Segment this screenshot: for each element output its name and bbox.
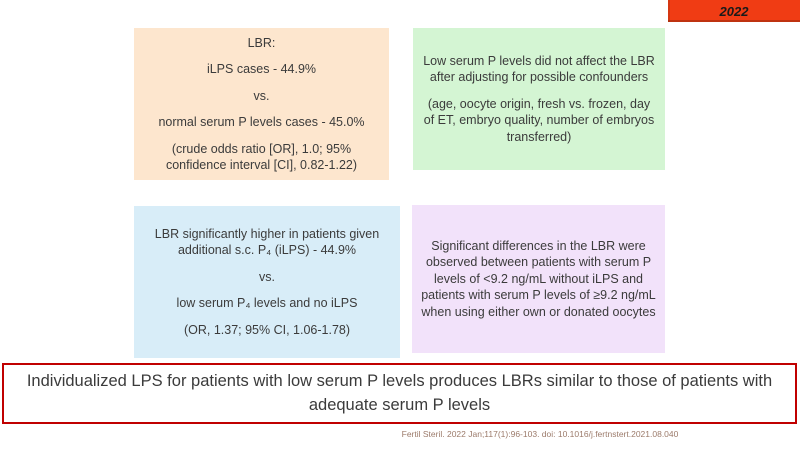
ilps-comparison: low serum P₄ levels and no iLPS (176, 296, 358, 311)
citation: Fertil Steril. 2022 Jan;117(1):96-103. d… (401, 429, 679, 439)
ilps-vs: vs. (259, 269, 275, 284)
confounders-statement: Low serum P levels did not affect the LB… (423, 53, 655, 85)
lbr-vs: vs. (253, 88, 270, 103)
result-box-ilps: LBR significantly higher in patients giv… (134, 206, 400, 358)
confounders-list: (age, oocyte origin, fresh vs. frozen, d… (423, 96, 655, 144)
differences-statement: Significant differences in the LBR were … (421, 238, 656, 319)
lbr-title: LBR: (247, 35, 276, 50)
year-badge: 2022 (668, 0, 800, 22)
lbr-normal-rate: normal serum P levels cases - 45.0% (158, 115, 365, 129)
conclusion-box: Individualized LPS for patients with low… (2, 363, 797, 424)
ilps-statement: LBR significantly higher in patients giv… (154, 226, 380, 258)
result-box-confounders: Low serum P levels did not affect the LB… (413, 28, 665, 170)
lbr-odds-ratio: (crude odds ratio [OR], 1.0; 95% confide… (165, 141, 358, 173)
conclusion-text: Individualized LPS for patients with low… (26, 371, 773, 414)
result-box-differences: Significant differences in the LBR were … (412, 205, 665, 353)
result-box-lbr: LBR: iLPS cases - 44.9% vs. normal serum… (134, 28, 389, 180)
lbr-ilps-rate: iLPS cases - 44.9% (206, 62, 317, 76)
ilps-odds-ratio: (OR, 1.37; 95% CI, 1.06-1.78) (183, 322, 351, 337)
